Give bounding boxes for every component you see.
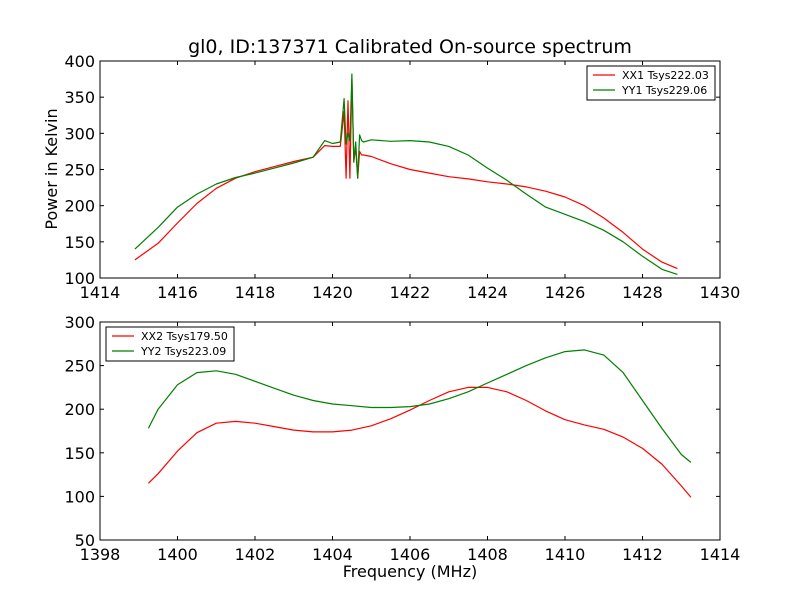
- x-tick-label: 1400: [157, 545, 198, 564]
- x-axis-label: Frequency (MHz): [343, 562, 477, 581]
- x-tick-label: 1418: [235, 283, 276, 302]
- y-tick-label: 300: [64, 124, 95, 143]
- x-tick-label: 1416: [157, 283, 198, 302]
- y-tick-label: 150: [64, 444, 95, 463]
- y-axis-label: Power in Kelvin: [42, 108, 61, 229]
- top-panel: 1414 1416 1418 1420 1422 1424 1426 1428 1430 100 1…: [64, 52, 740, 302]
- figure-title: gl0, ID:137371 Calibrated On-source spec…: [188, 36, 632, 58]
- x-tick-label: 1408: [467, 545, 508, 564]
- x-tick-label: 1422: [390, 283, 431, 302]
- y-tick-label: 250: [64, 357, 95, 376]
- x-tick-label: 1412: [622, 545, 663, 564]
- x-tick-label: 1402: [235, 545, 276, 564]
- x-tick-label: 1426: [545, 283, 586, 302]
- y-tick-label: 250: [64, 161, 95, 180]
- x-tick-label: 1424: [467, 283, 508, 302]
- x-tick-label: 1398: [80, 545, 121, 564]
- legend-label: YY2 Tsys223.09: [140, 345, 226, 358]
- series-line-0-1: [134, 73, 678, 275]
- x-tick-label: 1414: [700, 545, 741, 564]
- x-tick-label: 1404: [312, 545, 353, 564]
- legend-label: XX1 Tsys222.03: [622, 69, 709, 82]
- series-line-1-0: [147, 386, 692, 498]
- y-tick-label: 350: [64, 88, 95, 107]
- y-tick-label: 100: [64, 269, 95, 288]
- legend-box-0: [586, 65, 716, 101]
- bottom-panel: 1398 1400 1402 1404 1406 1408 1410 1412 1414 50 10…: [64, 313, 740, 564]
- legend-label: XX2 Tsys179.50: [141, 330, 228, 343]
- y-tick-label: 150: [64, 233, 95, 252]
- x-tick-label: 1410: [545, 545, 586, 564]
- x-tick-label: 1420: [312, 283, 353, 302]
- x-tick-label: 1428: [622, 283, 663, 302]
- x-tick-label: 1406: [390, 545, 431, 564]
- y-tick-label: 200: [64, 400, 95, 419]
- legend-box-1: [105, 326, 235, 362]
- series-line-0-0: [134, 78, 678, 270]
- y-tick-label: 200: [64, 197, 95, 216]
- y-tick-label: 50: [75, 531, 95, 550]
- x-tick-label: 1414: [80, 283, 121, 302]
- x-tick-label: 1430: [700, 283, 741, 302]
- series-line-1-1: [147, 349, 692, 463]
- y-tick-label: 300: [64, 313, 95, 332]
- legend-label: YY1 Tsys229.06: [621, 84, 707, 97]
- y-tick-label: 400: [64, 52, 95, 71]
- y-tick-label: 100: [64, 487, 95, 506]
